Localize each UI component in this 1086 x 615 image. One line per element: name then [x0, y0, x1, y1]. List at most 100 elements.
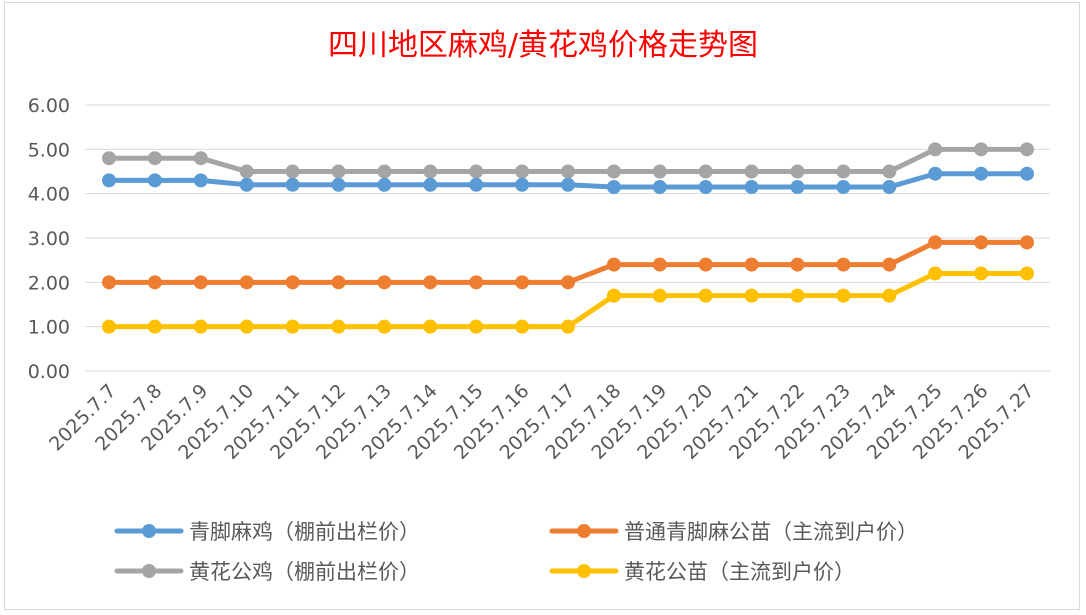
data-point: [698, 257, 713, 272]
data-point: [469, 164, 484, 179]
data-point: [147, 275, 162, 290]
data-point: [331, 164, 346, 179]
data-point: [469, 319, 484, 334]
chart-frame: [4, 2, 1080, 610]
data-point: [377, 177, 392, 192]
data-point: [974, 235, 989, 250]
data-point: [147, 151, 162, 166]
data-point: [147, 319, 162, 334]
legend-marker: [142, 564, 156, 578]
data-point: [1020, 266, 1034, 281]
data-point: [790, 164, 805, 179]
data-point: [239, 275, 254, 290]
data-point: [193, 173, 208, 188]
data-point: [744, 164, 759, 179]
data-point: [515, 275, 530, 290]
data-point: [561, 275, 575, 290]
y-axis-ticks: 0.00 1.00 2.00 3.00 4.00 5.00 6.00: [28, 95, 70, 383]
legend-label: 青脚麻鸡（棚前出栏价）: [189, 520, 420, 544]
data-point: [974, 142, 989, 157]
series-0: [102, 166, 1034, 195]
y-tick-label: 0.00: [28, 361, 70, 383]
legend-item: 普通青脚麻公苗（主流到户价）: [549, 520, 918, 544]
data-point: [928, 166, 943, 181]
data-point: [882, 164, 897, 179]
data-point: [102, 151, 116, 166]
data-point: [102, 275, 116, 290]
data-point: [285, 319, 300, 334]
chart-title: 四川地区麻鸡/黄花鸡价格走势图: [328, 28, 758, 63]
y-tick-label: 4.00: [28, 184, 70, 206]
data-point: [928, 235, 943, 250]
legend-marker: [577, 524, 591, 538]
data-point: [469, 275, 484, 290]
data-point: [790, 257, 805, 272]
legend: 青脚麻鸡（棚前出栏价） 普通青脚麻公苗（主流到户价） 黄花公鸡（棚前出栏价） 黄花公苗…: [114, 520, 918, 584]
data-point: [836, 164, 851, 179]
data-point: [974, 266, 989, 281]
data-point: [285, 164, 300, 179]
data-point: [561, 164, 575, 179]
y-tick-label: 3.00: [28, 228, 70, 250]
data-point: [331, 319, 346, 334]
data-point: [285, 177, 300, 192]
data-point: [193, 151, 208, 166]
data-point: [377, 319, 392, 334]
y-tick-label: 6.00: [28, 95, 70, 117]
data-point: [561, 319, 575, 334]
data-point: [377, 164, 392, 179]
data-point: [698, 180, 713, 195]
legend-item: 黄花公苗（主流到户价）: [549, 560, 855, 584]
data-point: [744, 288, 759, 303]
data-point: [790, 288, 805, 303]
data-point: [606, 164, 621, 179]
data-point: [515, 319, 530, 334]
data-point: [882, 257, 897, 272]
legend-label: 黄花公鸡（棚前出栏价）: [189, 560, 420, 584]
data-point: [423, 164, 438, 179]
data-point: [239, 319, 254, 334]
data-point: [1020, 142, 1034, 157]
y-tick-label: 2.00: [28, 272, 70, 294]
data-point: [698, 288, 713, 303]
data-point: [974, 166, 989, 181]
x-axis-ticks: 2025.7.72025.7.82025.7.92025.7.102025.7.…: [45, 380, 1038, 464]
data-point: [652, 164, 667, 179]
data-point: [102, 319, 116, 334]
data-point: [377, 275, 392, 290]
y-tick-label: 5.00: [28, 139, 70, 161]
y-tick-label: 1.00: [28, 317, 70, 339]
data-point: [698, 164, 713, 179]
data-point: [652, 257, 667, 272]
data-point: [1020, 235, 1034, 250]
legend-label: 普通青脚麻公苗（主流到户价）: [624, 520, 918, 544]
data-point: [239, 164, 254, 179]
data-point: [285, 275, 300, 290]
data-point: [561, 177, 575, 192]
legend-label: 黄花公苗（主流到户价）: [624, 560, 855, 584]
data-point: [331, 177, 346, 192]
data-point: [423, 177, 438, 192]
data-point: [423, 275, 438, 290]
data-point: [928, 266, 943, 281]
series-lines: [102, 142, 1034, 334]
series-1: [102, 235, 1034, 290]
data-point: [515, 164, 530, 179]
data-point: [515, 177, 530, 192]
data-point: [652, 180, 667, 195]
legend-marker: [577, 564, 591, 578]
data-point: [606, 257, 621, 272]
data-point: [606, 288, 621, 303]
data-point: [606, 180, 621, 195]
legend-item: 青脚麻鸡（棚前出栏价）: [114, 520, 420, 544]
data-point: [744, 257, 759, 272]
data-point: [744, 180, 759, 195]
data-point: [331, 275, 346, 290]
data-point: [928, 142, 943, 157]
data-point: [1020, 166, 1034, 181]
data-point: [652, 288, 667, 303]
data-point: [193, 275, 208, 290]
series-3: [102, 266, 1034, 334]
data-point: [102, 173, 116, 188]
